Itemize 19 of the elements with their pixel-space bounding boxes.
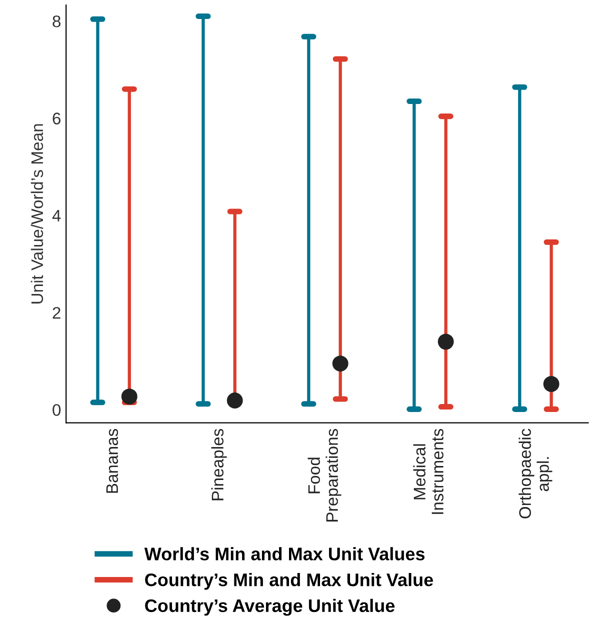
x-tick-label: Pineaples (211, 428, 227, 500)
point (438, 334, 454, 350)
x-tick-label: Orthopaedic appl. (518, 428, 552, 518)
point (543, 376, 560, 392)
x-tick-label: Medical Instruments (413, 428, 444, 514)
y-tick-label: 2 (52, 306, 60, 319)
y-tick-label: 6 (52, 112, 60, 124)
legend-label: Country’s Min and Max Unit Value (145, 572, 433, 590)
y-tick-label: 0 (52, 404, 61, 416)
point (121, 388, 138, 405)
legend-label: Country’s Average Unit Value (145, 598, 395, 616)
point (226, 392, 243, 408)
point (332, 356, 348, 372)
y-tick-label: 8 (52, 15, 60, 28)
x-tick-label: Food Preparations (308, 428, 342, 522)
y-tick-label: 4 (52, 210, 61, 222)
x-tick-label: Bananas (106, 428, 118, 493)
legend-label: World’s Min and Max Unit Values (144, 547, 425, 560)
y-axis-title: Unit Value/World’s Mean (30, 124, 44, 304)
